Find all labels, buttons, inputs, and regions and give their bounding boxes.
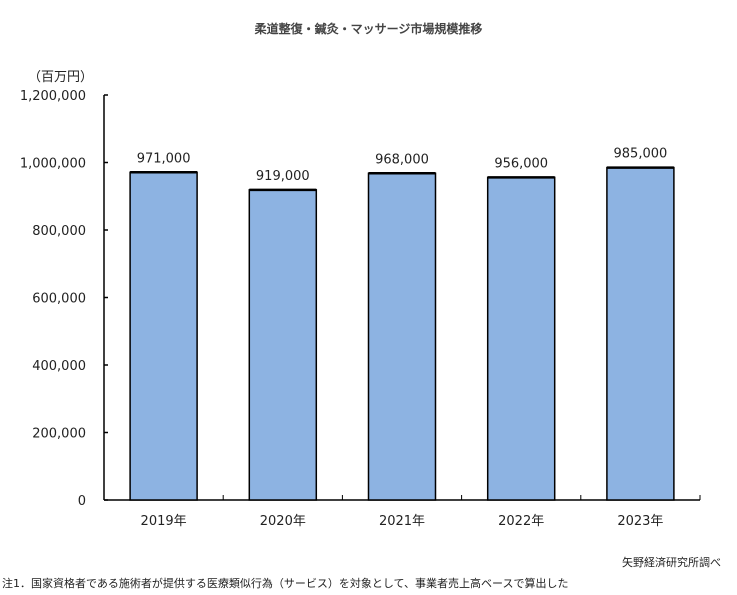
x-tick-label: 2020年	[260, 514, 306, 529]
y-tick-label: 400,000	[32, 359, 86, 374]
y-tick-label: 0	[78, 494, 86, 509]
x-tick-label: 2019年	[141, 514, 187, 529]
chart-title: 柔道整復・鍼灸・マッサージ市場規模推移	[254, 22, 483, 36]
y-tick-label: 1,000,000	[20, 157, 86, 172]
bar-2019年	[129, 171, 198, 501]
y-tick-label: 600,000	[32, 292, 86, 307]
data-label: 985,000	[614, 147, 668, 162]
bar-2020年	[248, 189, 318, 501]
y-axis-unit-label: （百万円）	[28, 70, 94, 85]
y-tick-label: 800,000	[32, 224, 86, 239]
x-tick-label: 2022年	[498, 514, 544, 529]
x-tick-label: 2021年	[379, 514, 425, 529]
data-label: 971,000	[137, 151, 191, 166]
data-label: 968,000	[375, 152, 429, 167]
y-tick-label: 200,000	[32, 427, 86, 442]
data-label: 956,000	[494, 156, 548, 171]
y-tick-label: 1,200,000	[20, 89, 86, 104]
x-tick-label: 2023年	[617, 514, 663, 529]
bar-2022年	[486, 176, 556, 501]
bar-2023年	[606, 166, 675, 501]
data-label: 919,000	[256, 169, 310, 184]
footnote: 注1．国家資格者である施術者が提供する医療類似行為（サービス）を対象として、事業…	[2, 577, 569, 590]
source-label: 矢野経済研究所調べ	[622, 556, 721, 569]
bar-2021年	[367, 172, 437, 501]
